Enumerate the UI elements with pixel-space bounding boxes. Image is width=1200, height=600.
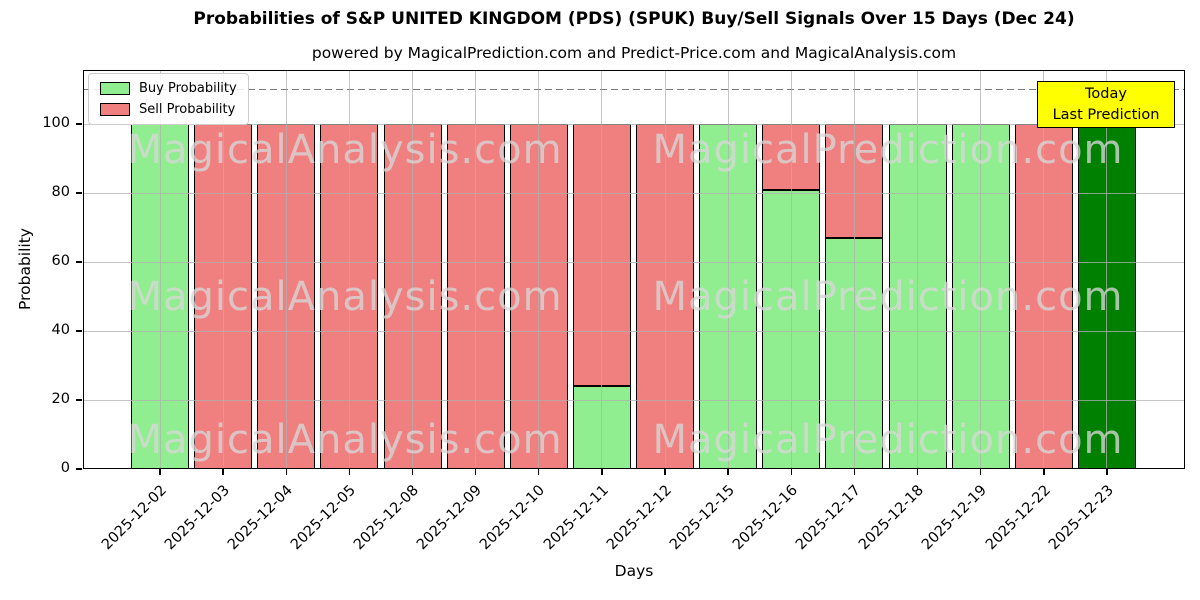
y-tick-label: 100	[42, 115, 70, 131]
x-gridline	[412, 70, 414, 469]
x-tick-label-text: 2025-12-23	[1045, 482, 1117, 554]
y-tick-mark	[75, 123, 82, 125]
y-gridline	[83, 123, 1185, 125]
y-tick-mark	[75, 261, 82, 263]
chart-subtitle: powered by MagicalPrediction.com and Pre…	[311, 44, 957, 62]
x-tick-mark	[411, 469, 414, 475]
buy-swatch-icon	[100, 82, 130, 95]
x-gridline	[159, 70, 161, 469]
x-tick-mark	[853, 469, 856, 475]
x-gridline	[664, 70, 666, 469]
x-tick-mark	[664, 469, 666, 475]
watermark-left: MagicalAnalysis.com	[127, 127, 563, 173]
legend-label-buy: Buy Probability	[139, 81, 237, 96]
y-axis-title: Probability	[16, 228, 34, 310]
watermark-right: MagicalPrediction.com	[652, 274, 1124, 320]
x-tick-mark	[979, 469, 982, 475]
watermark-left: MagicalAnalysis.com	[127, 417, 563, 463]
x-tick-mark	[538, 469, 540, 475]
x-gridline	[285, 70, 287, 469]
legend-label-sell: Sell Probability	[139, 102, 236, 117]
legend-item-sell: Sell Probability	[100, 102, 237, 117]
y-gridline	[83, 261, 1185, 263]
y-gridline	[83, 192, 1185, 194]
x-tick-mark	[474, 469, 477, 475]
x-gridline	[727, 70, 729, 469]
y-tick-label: 20	[51, 391, 70, 407]
today-annotation-line2: Last Prediction	[1052, 106, 1160, 123]
x-gridline	[538, 70, 540, 469]
dashed-reference-line	[83, 88, 1185, 91]
x-tick-mark	[601, 469, 603, 475]
x-gridline	[917, 70, 919, 469]
y-tick-label: 80	[51, 184, 70, 200]
x-tick-mark	[159, 469, 161, 475]
x-gridline	[1043, 70, 1045, 469]
x-tick-mark	[285, 469, 287, 475]
x-tick-mark	[222, 469, 224, 475]
y-tick-mark	[75, 192, 82, 194]
y-tick-mark	[75, 399, 82, 401]
x-tick-mark	[727, 469, 729, 475]
plot-area: Probability Days Buy Probability Sell Pr…	[16, 70, 1185, 580]
x-tick-mark	[1043, 469, 1045, 475]
x-tick-mark	[1106, 469, 1108, 475]
x-tick-mark	[790, 469, 792, 475]
x-gridline	[222, 70, 224, 469]
y-gridline	[83, 399, 1185, 401]
legend-item-buy: Buy Probability	[100, 81, 237, 96]
x-gridline	[980, 70, 982, 469]
today-annotation: Today Last Prediction	[1037, 81, 1175, 128]
x-gridline	[475, 70, 477, 469]
y-tick-mark	[75, 468, 82, 470]
x-gridline	[348, 70, 350, 469]
y-tick-label: 40	[51, 322, 70, 338]
x-gridline	[853, 70, 855, 469]
x-tick-label: 2025-12-23	[941, 477, 1117, 553]
x-gridline	[601, 70, 603, 469]
watermark-right: MagicalPrediction.com	[652, 127, 1124, 173]
watermark-right: MagicalPrediction.com	[652, 417, 1124, 463]
x-tick-mark	[916, 469, 919, 475]
x-axis-title: Days	[614, 562, 654, 580]
y-tick-label: 60	[51, 253, 70, 269]
chart-title: Probabilities of S&P UNITED KINGDOM (PDS…	[193, 9, 1075, 29]
today-annotation-line1: Today	[1085, 86, 1127, 103]
x-gridline	[790, 70, 792, 469]
y-tick-label: 0	[60, 460, 70, 476]
legend: Buy Probability Sell Probability	[88, 73, 249, 125]
sell-swatch-icon	[100, 103, 130, 116]
watermark-left: MagicalAnalysis.com	[127, 274, 563, 320]
x-gridline	[1106, 70, 1108, 469]
y-gridline	[83, 330, 1185, 332]
x-tick-mark	[348, 469, 351, 475]
y-tick-mark	[75, 330, 82, 332]
